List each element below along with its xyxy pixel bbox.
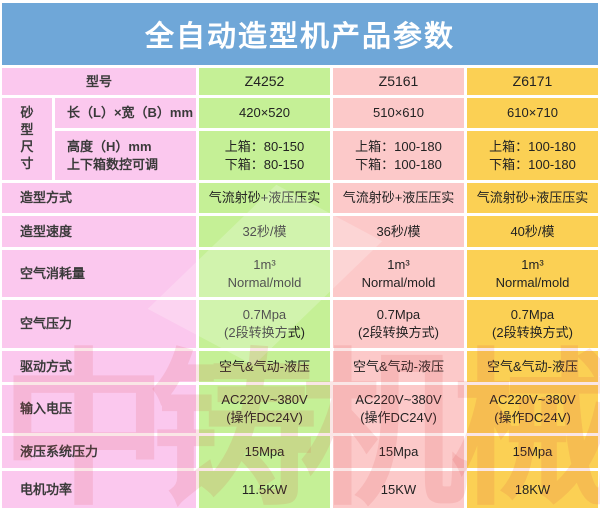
value-cell: 空气&气动-液压 — [199, 351, 330, 382]
value-cell: 上箱：100-180 下箱：100-180 — [467, 131, 598, 180]
value-cell: 0.7Mpa (2段转换方式) — [199, 300, 330, 348]
value-cell: 气流射砂+液压压实 — [467, 183, 598, 213]
title-bar: 全自动造型机产品参数 — [2, 3, 598, 65]
value-cell: AC220V~380V (操作DC24V) — [467, 385, 598, 433]
value-cell: 15Mpa — [467, 436, 598, 468]
row-label-model: 型号 — [2, 68, 196, 95]
value-cell: 15Mpa — [333, 436, 464, 468]
row-label-drive-method: 驱动方式 — [2, 351, 196, 382]
value-cell: AC220V~380V (操作DC24V) — [199, 385, 330, 433]
value-cell: 610×710 — [467, 98, 598, 128]
row-label-input-voltage: 输入电压 — [2, 385, 196, 433]
value-cell: 上箱：100-180 下箱：100-180 — [333, 131, 464, 180]
value-cell: 0.7Mpa (2段转换方式) — [467, 300, 598, 348]
value-cell: 1m³ Normal/mold — [199, 250, 330, 297]
value-cell: 空气&气动-液压 — [333, 351, 464, 382]
model-name-z6171: Z6171 — [467, 68, 598, 95]
value-cell: AC220V~380V (操作DC24V) — [333, 385, 464, 433]
row-label-height: 高度（H）mm 上下箱数控可调 — [55, 131, 196, 180]
value-cell: 0.7Mpa (2段转换方式) — [333, 300, 464, 348]
row-label-air-consumption: 空气消耗量 — [2, 250, 196, 297]
value-cell: 36秒/模 — [333, 216, 464, 247]
value-cell: 空气&气动-液压 — [467, 351, 598, 382]
value-cell: 420×520 — [199, 98, 330, 128]
value-cell: 18KW — [467, 471, 598, 508]
row-label-hydraulic-pressure: 液压系统压力 — [2, 436, 196, 468]
value-cell: 上箱：80-150 下箱：80-150 — [199, 131, 330, 180]
row-label-air-pressure: 空气压力 — [2, 300, 196, 348]
value-cell: 气流射砂+液压压实 — [333, 183, 464, 213]
page-title: 全自动造型机产品参数 — [144, 21, 455, 53]
value-cell: 11.5KW — [199, 471, 330, 508]
value-cell: 1m³ Normal/mold — [467, 250, 598, 297]
value-cell: 40秒/模 — [467, 216, 598, 247]
row-label-molding-speed: 造型速度 — [2, 216, 196, 247]
model-name-z5161: Z5161 — [333, 68, 464, 95]
model-name-z4252: Z4252 — [199, 68, 330, 95]
value-cell: 32秒/模 — [199, 216, 330, 247]
value-cell: 15KW — [333, 471, 464, 508]
value-cell: 510×610 — [333, 98, 464, 128]
row-label-molding-method: 造型方式 — [2, 183, 196, 213]
spec-table: 型号 Z4252 Z5161 Z6171 砂 型 尺 寸 长（L）×宽（B）mm… — [2, 68, 598, 508]
group-label-sand-size: 砂 型 尺 寸 — [2, 98, 52, 180]
value-cell: 气流射砂+液压压实 — [199, 183, 330, 213]
row-label-motor-power: 电机功率 — [2, 471, 196, 508]
value-cell: 15Mpa — [199, 436, 330, 468]
row-label-length-width: 长（L）×宽（B）mm — [55, 98, 196, 128]
value-cell: 1m³ Normal/mold — [333, 250, 464, 297]
